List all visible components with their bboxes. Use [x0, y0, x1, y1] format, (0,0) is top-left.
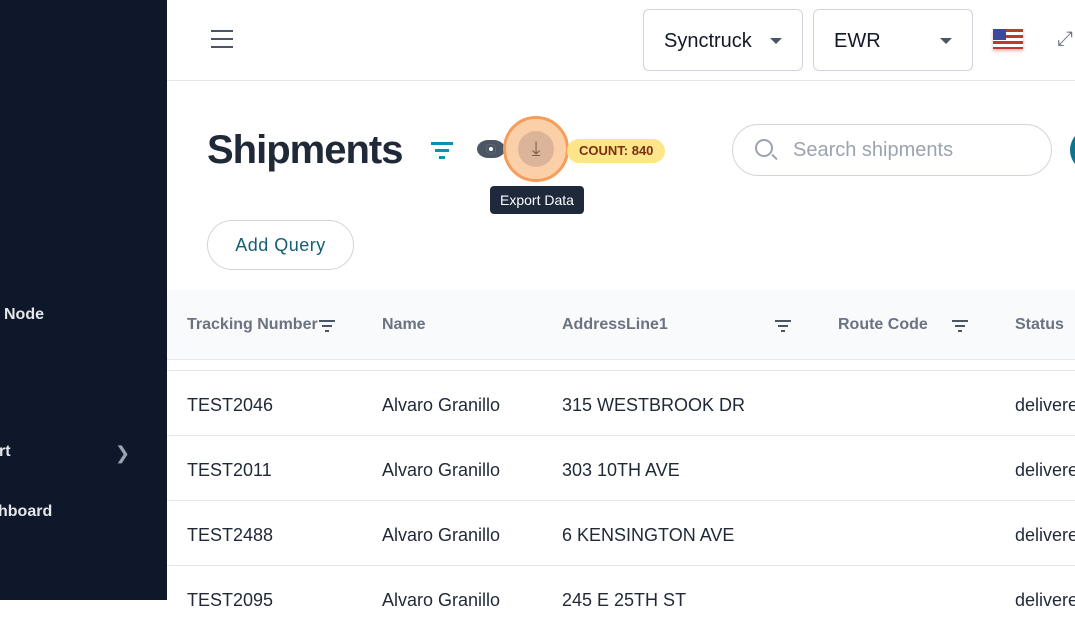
us-flag-icon[interactable] — [993, 29, 1023, 49]
hub-select[interactable]: EWR — [813, 9, 973, 71]
company-value: Synctruck — [664, 30, 752, 52]
count-badge: COUNT: 840 — [567, 139, 666, 163]
column-addressline1[interactable]: AddressLine1 — [562, 316, 668, 333]
cell-name: Alvaro Granillo — [382, 590, 501, 610]
column-tracking-number[interactable]: Tracking Number — [187, 316, 318, 333]
company-select[interactable]: Synctruck — [643, 9, 803, 71]
add-query-button[interactable]: Add Query — [207, 220, 354, 270]
action-button[interactable] — [1070, 128, 1075, 172]
fullscreen-icon[interactable]: ⤢ — [1057, 28, 1073, 50]
menu-icon[interactable] — [211, 30, 233, 54]
sidebar-item-node[interactable]: Node — [4, 306, 44, 323]
column-route-code[interactable]: Route Code — [838, 316, 928, 333]
search-icon — [755, 139, 773, 157]
cell-address: 315 WESTBROOK DR — [562, 395, 746, 415]
table-row[interactable]: TEST2488 Alvaro Granillo 6 KENSINGTON AVE d… — [167, 500, 1075, 565]
caret-down-icon — [940, 38, 952, 44]
export-tooltip: Export Data — [490, 186, 584, 214]
chevron-right-icon: ❯ — [115, 443, 131, 463]
filter-icon[interactable] — [952, 320, 968, 335]
caret-down-icon — [770, 38, 782, 44]
filter-icon[interactable] — [319, 320, 335, 335]
sidebar-item-dashboard[interactable]: hboard — [0, 503, 53, 520]
eye-icon[interactable] — [477, 140, 505, 158]
cell-address: 6 KENSINGTON AVE — [562, 525, 735, 545]
cell-address: 303 10TH AVE — [562, 460, 680, 480]
table-row[interactable]: TEST2095 Alvaro Granillo 245 E 25TH ST deli… — [167, 565, 1075, 630]
cell-name: Alvaro Granillo — [382, 395, 501, 415]
download-icon: ⤓ — [518, 131, 554, 167]
table-header: Tracking Number Name AddressLine1 Route … — [167, 290, 1075, 360]
cell-status: delivered — [1015, 525, 1075, 545]
hub-value: EWR — [834, 30, 881, 52]
cell-tracking: TEST2046 — [187, 395, 274, 415]
cell-address: 245 E 25TH ST — [562, 590, 687, 610]
column-status[interactable]: Status — [1015, 316, 1064, 333]
search-placeholder: Search shipments — [793, 139, 954, 161]
table-row[interactable]: TEST2011 Alvaro Granillo 303 10TH AVE deliv… — [167, 435, 1075, 500]
cell-tracking: TEST2488 — [187, 525, 274, 545]
column-name[interactable]: Name — [382, 316, 426, 333]
page-title: Shipments — [207, 128, 403, 172]
cell-name: Alvaro Granillo — [382, 525, 501, 545]
cell-status: delivered — [1015, 395, 1075, 415]
cell-status: delivered — [1015, 460, 1075, 480]
table-row[interactable]: TEST2046 Alvaro Granillo 315 WESTBROOK DR d… — [167, 370, 1075, 435]
cell-tracking: TEST2011 — [187, 460, 272, 480]
top-bar: Synctruck EWR ⤢ — [167, 0, 1075, 81]
cell-tracking: TEST2095 — [187, 590, 274, 610]
sidebar-item-report[interactable]: rt — [0, 443, 11, 460]
filter-icon[interactable] — [431, 142, 453, 163]
cell-status: delivered — [1015, 590, 1075, 610]
sidebar: Node rt ❯ hboard — [0, 0, 167, 600]
filter-icon[interactable] — [775, 320, 791, 335]
search-input[interactable]: Search shipments — [732, 124, 1052, 176]
export-button[interactable]: ⤓ — [503, 116, 569, 182]
cell-name: Alvaro Granillo — [382, 460, 501, 480]
